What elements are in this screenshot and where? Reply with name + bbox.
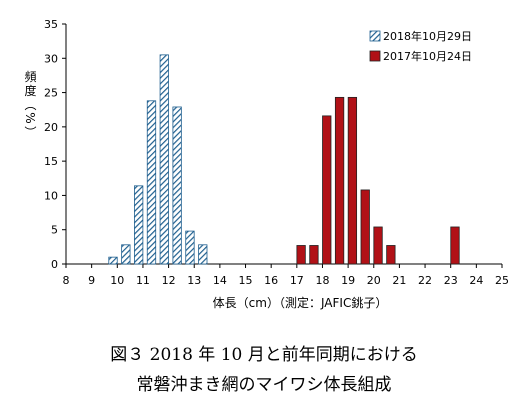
y-axis-title: 頻度（%） — [23, 70, 37, 140]
x-tick-label: 14 — [213, 274, 227, 287]
x-tick-label: 13 — [187, 274, 201, 287]
x-tick-label: 23 — [444, 274, 458, 287]
bar-2018 — [185, 230, 195, 265]
x-tick-label: 17 — [290, 274, 304, 287]
legend-label-2018: 2018年10月29日 — [383, 29, 472, 43]
legend-label-2017: 2017年10月24日 — [383, 49, 472, 63]
x-tick-label: 20 — [367, 274, 381, 287]
bar-2017 — [373, 226, 383, 265]
bar-2018 — [146, 100, 157, 265]
y-tick-label: 5 — [51, 224, 58, 237]
bar-2017 — [309, 245, 319, 265]
y-tick-label: 0 — [51, 258, 58, 271]
legend-swatch-2018 — [369, 30, 381, 42]
x-tick-label: 25 — [495, 274, 509, 287]
x-tick-label: 11 — [136, 274, 150, 287]
x-tick-label: 8 — [63, 274, 70, 287]
x-tick-label: 16 — [264, 274, 278, 287]
y-axis: 0 5 10 15 20 25 30 35 — [44, 18, 66, 271]
figure-caption-line1: 図３ 2018 年 10 月と前年同期における — [110, 345, 418, 365]
bar-2018 — [108, 256, 118, 265]
legend-swatch-2017 — [369, 50, 381, 62]
bar-2018 — [198, 244, 208, 265]
x-tick-label: 21 — [392, 274, 406, 287]
y-tick-label: 15 — [44, 155, 58, 168]
y-tick-label: 35 — [44, 18, 58, 31]
y-tick-label: 30 — [44, 52, 58, 65]
x-tick-label: 19 — [341, 274, 355, 287]
bar-2017 — [322, 115, 332, 265]
bar-2018 — [134, 185, 144, 265]
figure-caption-line2: 常磐沖まき網のマイワシ体長組成 — [136, 375, 392, 395]
x-tick-label: 10 — [110, 274, 124, 287]
y-tick-label: 20 — [44, 121, 58, 134]
bar-2017 — [386, 245, 396, 265]
bar-2018 — [121, 244, 131, 265]
y-tick-label: 10 — [44, 189, 58, 202]
bar-2017 — [296, 245, 306, 265]
legend: 2018年10月29日 2017年10月24日 — [369, 29, 472, 63]
bar-2017 — [334, 96, 345, 265]
x-tick-label: 18 — [315, 274, 329, 287]
x-tick-label: 9 — [88, 274, 95, 287]
x-tick-label: 22 — [418, 274, 432, 287]
chart: 0 5 10 15 20 25 30 35 8 9 10 11 12 13 14 15 16 17 18 19 20 2… — [23, 18, 509, 310]
bar-2017 — [347, 96, 358, 265]
x-axis-title: 体長（cm）（測定：JAFIC銚子） — [213, 295, 388, 310]
bar-2017 — [360, 189, 370, 265]
bar-2017 — [450, 226, 460, 265]
x-axis: 8 9 10 11 12 13 14 15 16 17 18 19 20 21 22 23 24 25 — [63, 264, 509, 287]
x-tick-label: 24 — [469, 274, 483, 287]
x-tick-label: 15 — [239, 274, 253, 287]
bars — [108, 54, 460, 265]
y-tick-label: 25 — [44, 87, 58, 100]
bar-2018 — [159, 54, 169, 265]
bar-2018 — [172, 106, 182, 265]
x-tick-label: 12 — [162, 274, 176, 287]
